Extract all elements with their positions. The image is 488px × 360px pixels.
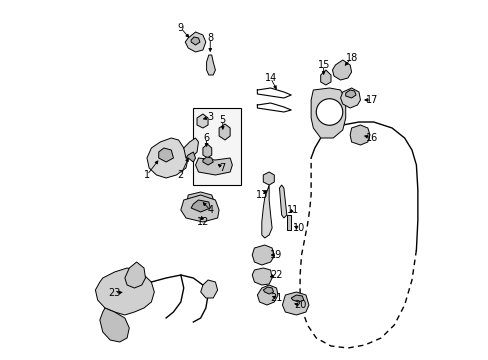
Polygon shape <box>191 37 200 45</box>
Polygon shape <box>191 200 210 212</box>
Polygon shape <box>349 125 369 145</box>
Text: 3: 3 <box>207 112 213 122</box>
Text: 6: 6 <box>203 133 209 143</box>
Polygon shape <box>185 32 205 52</box>
Text: 15: 15 <box>317 60 329 70</box>
Text: 12: 12 <box>196 217 209 227</box>
Polygon shape <box>263 172 274 185</box>
Text: 4: 4 <box>207 205 213 215</box>
Text: 21: 21 <box>270 293 282 303</box>
Polygon shape <box>252 245 274 265</box>
Polygon shape <box>200 280 217 298</box>
Polygon shape <box>291 295 303 302</box>
Polygon shape <box>147 138 188 178</box>
Text: 10: 10 <box>292 223 304 233</box>
Polygon shape <box>252 268 271 285</box>
Text: 7: 7 <box>219 163 225 173</box>
Polygon shape <box>185 192 215 218</box>
Polygon shape <box>197 114 207 128</box>
Polygon shape <box>345 90 355 98</box>
Polygon shape <box>195 158 232 175</box>
Text: 18: 18 <box>345 53 357 63</box>
Polygon shape <box>100 308 129 342</box>
Polygon shape <box>159 148 173 162</box>
Polygon shape <box>286 215 291 230</box>
Polygon shape <box>282 292 308 315</box>
Text: 17: 17 <box>366 95 378 105</box>
Text: 9: 9 <box>178 23 183 33</box>
Polygon shape <box>185 152 195 162</box>
Polygon shape <box>95 268 154 315</box>
Text: 13: 13 <box>255 190 267 200</box>
Polygon shape <box>203 144 211 158</box>
Text: 22: 22 <box>270 270 282 280</box>
Polygon shape <box>257 285 278 305</box>
Polygon shape <box>263 287 273 294</box>
Text: 20: 20 <box>293 300 305 310</box>
Polygon shape <box>181 195 219 222</box>
Polygon shape <box>183 138 198 158</box>
Polygon shape <box>206 55 215 75</box>
Text: 8: 8 <box>207 33 213 43</box>
Text: 11: 11 <box>286 205 298 215</box>
Polygon shape <box>203 157 213 165</box>
Polygon shape <box>194 196 205 208</box>
Bar <box>193 108 241 185</box>
Circle shape <box>316 99 342 125</box>
Polygon shape <box>340 88 360 108</box>
Text: 5: 5 <box>219 115 225 125</box>
Polygon shape <box>219 124 230 140</box>
Polygon shape <box>279 185 286 218</box>
Polygon shape <box>320 70 330 85</box>
Polygon shape <box>310 88 345 138</box>
Polygon shape <box>332 60 351 80</box>
Text: 2: 2 <box>177 170 183 180</box>
Text: 19: 19 <box>270 250 282 260</box>
Text: 23: 23 <box>108 288 121 298</box>
Polygon shape <box>261 185 271 238</box>
Polygon shape <box>124 262 145 288</box>
Text: 16: 16 <box>366 133 378 143</box>
Text: 14: 14 <box>264 73 276 83</box>
Text: 1: 1 <box>143 170 150 180</box>
